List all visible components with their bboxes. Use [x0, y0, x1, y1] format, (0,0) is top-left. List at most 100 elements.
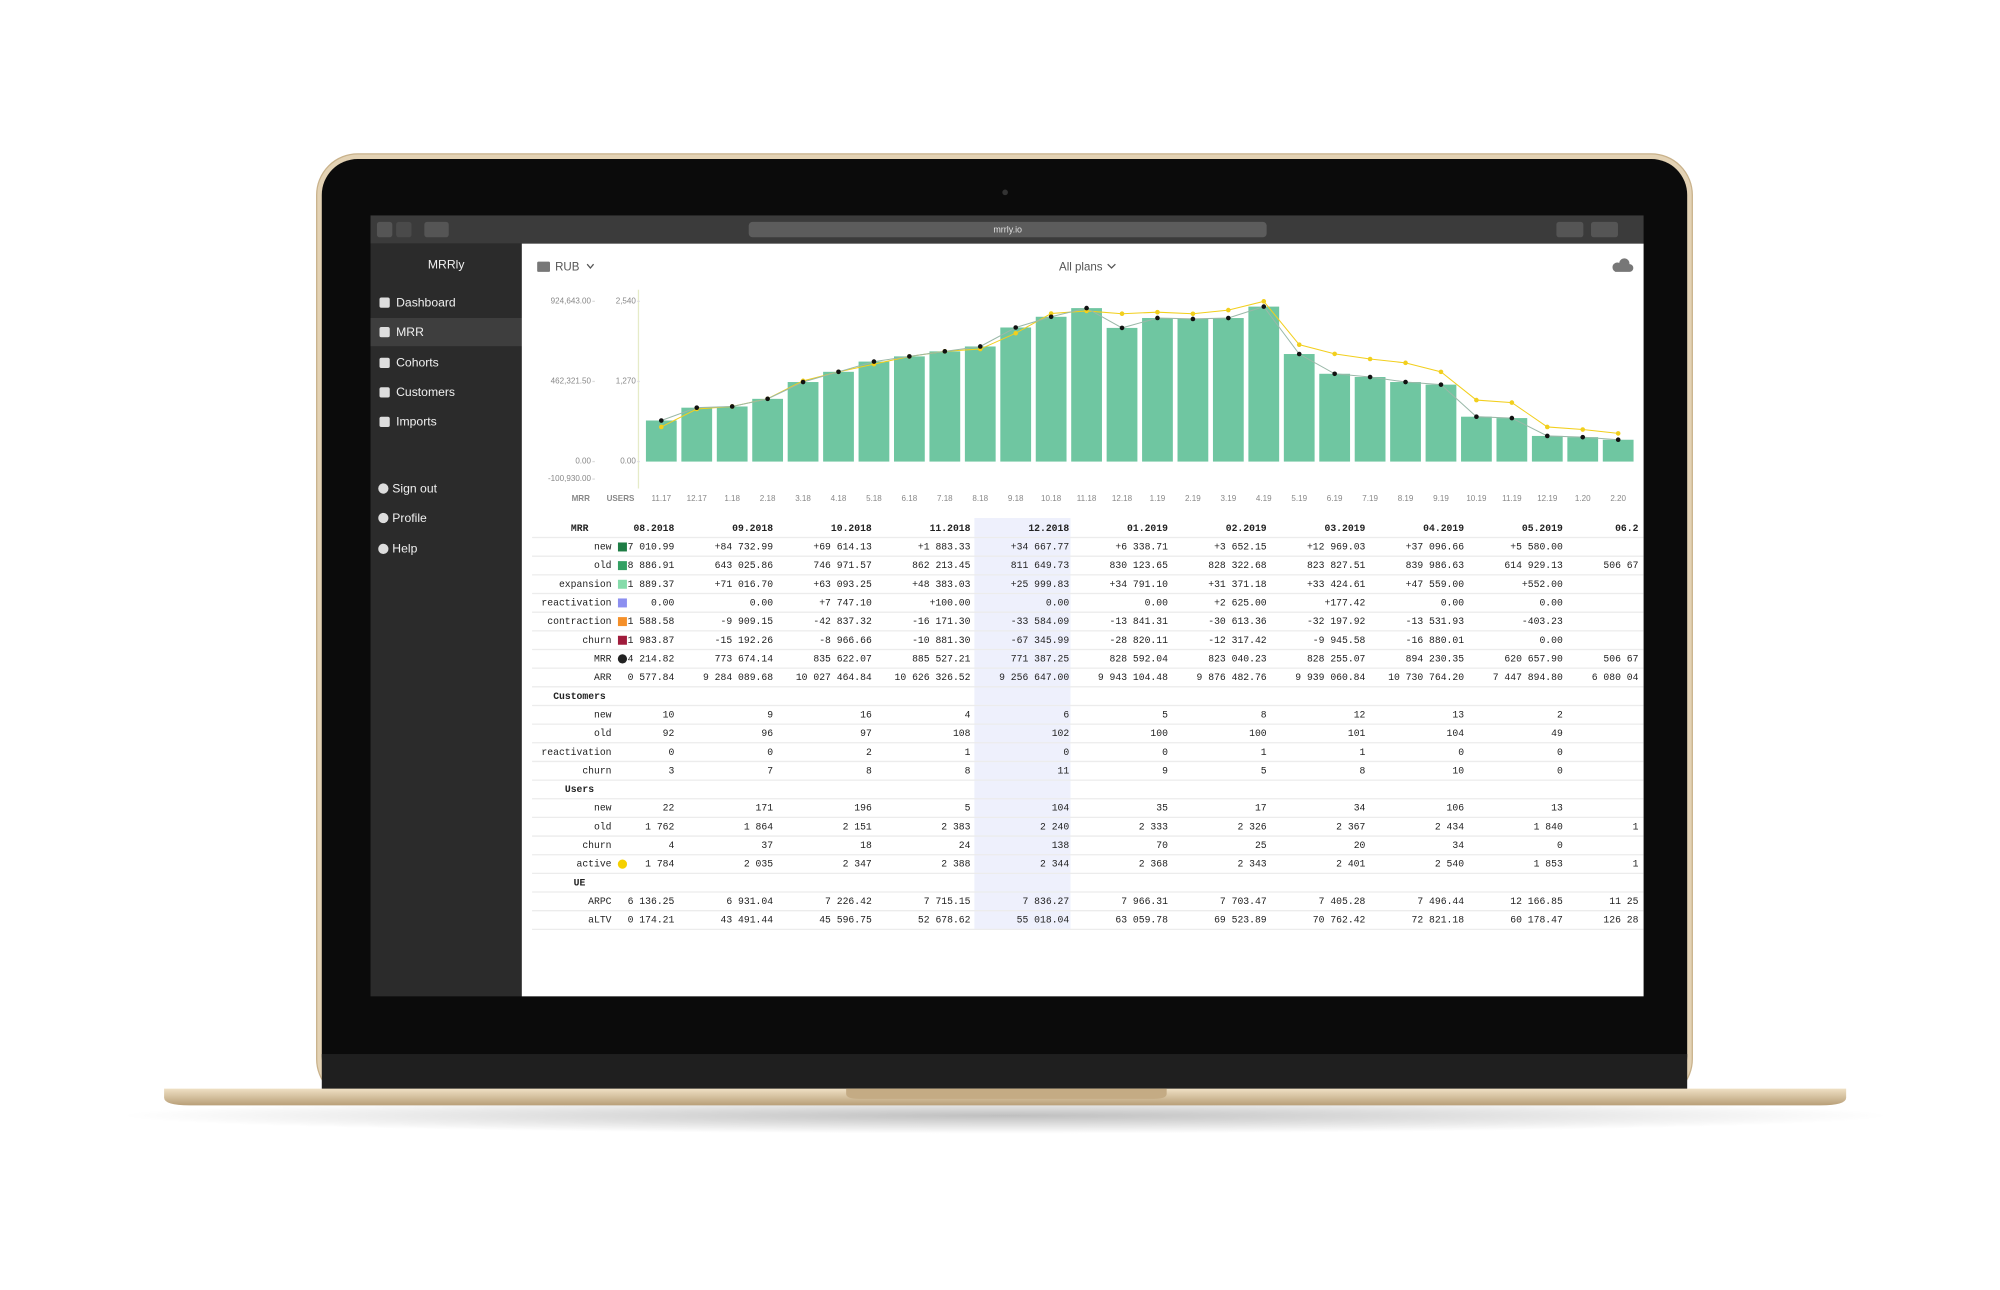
bar	[1425, 384, 1457, 462]
swatch	[617, 859, 628, 869]
cell: 60 178.47	[1510, 915, 1563, 926]
cell: 1 853	[1534, 859, 1563, 870]
cell: 2 367	[1336, 821, 1365, 832]
cell: 7 226.42	[825, 896, 872, 907]
y-tick-label: 924,643.00	[551, 296, 592, 305]
cell: 9 256 647.00	[999, 672, 1069, 683]
cell: -8 966.66	[819, 635, 872, 646]
cell: 620 657.90	[1504, 653, 1563, 664]
bar	[1000, 327, 1032, 462]
cell: 614 929.13	[1504, 560, 1563, 571]
cell: +5 580.00	[1510, 542, 1563, 553]
cell: 3	[669, 765, 675, 776]
nav-item[interactable]: Dashboard	[396, 295, 456, 309]
point	[1226, 315, 1231, 321]
cell: 0	[1458, 747, 1464, 758]
nav-item[interactable]: Customers	[396, 385, 455, 399]
column-header: 05.2019	[1522, 523, 1563, 534]
cell: 17	[1255, 803, 1267, 814]
forward-button[interactable]	[396, 221, 412, 238]
cell: 6 136.25	[628, 896, 675, 907]
nav-item[interactable]: Cohorts	[396, 356, 439, 370]
cell: 52 678.62	[918, 915, 971, 926]
cell: 2 035	[744, 859, 773, 870]
swatch	[617, 542, 627, 552]
x-tick-label: 1.19	[1150, 494, 1166, 503]
cell: 126 28	[1603, 915, 1638, 926]
cell: +12 969.03	[1307, 542, 1366, 553]
row-label: expansion	[559, 579, 612, 590]
bar	[964, 346, 996, 462]
nav-item[interactable]: Profile	[392, 511, 427, 525]
cell: 0.00	[1441, 598, 1465, 609]
cell: 16	[860, 709, 872, 720]
column-header: 02.2019	[1226, 523, 1267, 534]
row-label: ARR	[594, 672, 612, 683]
plan-select[interactable]: All plans	[1059, 261, 1103, 273]
x-tick-label: 10.19	[1466, 494, 1487, 503]
point	[1438, 382, 1444, 387]
cell: 10 730 764.20	[1388, 672, 1464, 683]
cell: 7 836.27	[1023, 896, 1070, 907]
cell: 2	[1557, 709, 1563, 720]
sidebar-button[interactable]	[424, 221, 449, 238]
point	[694, 405, 700, 410]
cell: +69 614.13	[813, 542, 872, 553]
x-tick-label: 3.18	[795, 494, 811, 503]
cell: 0.00	[750, 598, 774, 609]
back-button[interactable]	[376, 221, 393, 238]
cell: 2 151	[843, 821, 872, 832]
bar	[787, 382, 819, 462]
nav-item[interactable]: Sign out	[392, 481, 437, 495]
bar	[1248, 306, 1280, 462]
column-header: 06.2	[1615, 523, 1639, 534]
row-label: churn	[582, 840, 611, 851]
currency-select[interactable]: RUB	[555, 261, 580, 273]
x-tick-label: 6.18	[902, 494, 918, 503]
series-line	[661, 306, 1619, 441]
cell: -9 945.58	[1313, 635, 1366, 646]
cell: 828 592.04	[1110, 653, 1169, 664]
cell: 0.00	[651, 598, 675, 609]
x-tick-label: 9.18	[1008, 494, 1024, 503]
point	[729, 404, 735, 409]
nav-item[interactable]: MRR	[396, 325, 424, 339]
cell: 6 080 04	[1592, 672, 1639, 683]
cell: 0	[1557, 765, 1563, 776]
cell: 0 174.21	[628, 915, 675, 926]
cell: 0	[1557, 840, 1563, 851]
cell: 104	[1447, 728, 1465, 739]
nav-icon	[378, 543, 389, 554]
cell: 828 322.68	[1208, 560, 1267, 571]
cell: 24	[959, 840, 971, 851]
x-tick-label: 7.18	[937, 494, 953, 503]
nav-icon	[378, 483, 389, 494]
cell: 828 255.07	[1307, 653, 1366, 664]
point	[1403, 379, 1408, 385]
cell: +34 667.77	[1011, 542, 1070, 553]
nav-item[interactable]: Imports	[396, 415, 437, 429]
nav-item[interactable]: Help	[392, 542, 417, 556]
download-icon[interactable]	[1612, 258, 1634, 272]
row-label: reactivation	[541, 598, 611, 609]
cell: -30 613.36	[1208, 616, 1267, 627]
cell: -67 345.99	[1011, 635, 1070, 646]
share-button[interactable]	[1556, 221, 1584, 238]
cell: 171	[756, 803, 774, 814]
y2-tick-label: 2,540	[616, 296, 637, 305]
point	[1332, 371, 1337, 377]
cell: 506 67	[1603, 560, 1638, 571]
x-tick-label: 7.19	[1362, 494, 1378, 503]
url-bar[interactable]	[748, 221, 1267, 238]
cell: +25 999.83	[1011, 579, 1070, 590]
cell: 2 401	[1336, 859, 1365, 870]
cell: 22	[663, 803, 675, 814]
bar	[1106, 327, 1138, 462]
x-tick-label: 2.18	[760, 494, 776, 503]
point	[1615, 437, 1621, 443]
bar	[716, 406, 748, 462]
tabs-button[interactable]	[1591, 221, 1618, 238]
cell: 1	[1633, 859, 1639, 870]
cell: 2	[866, 747, 872, 758]
